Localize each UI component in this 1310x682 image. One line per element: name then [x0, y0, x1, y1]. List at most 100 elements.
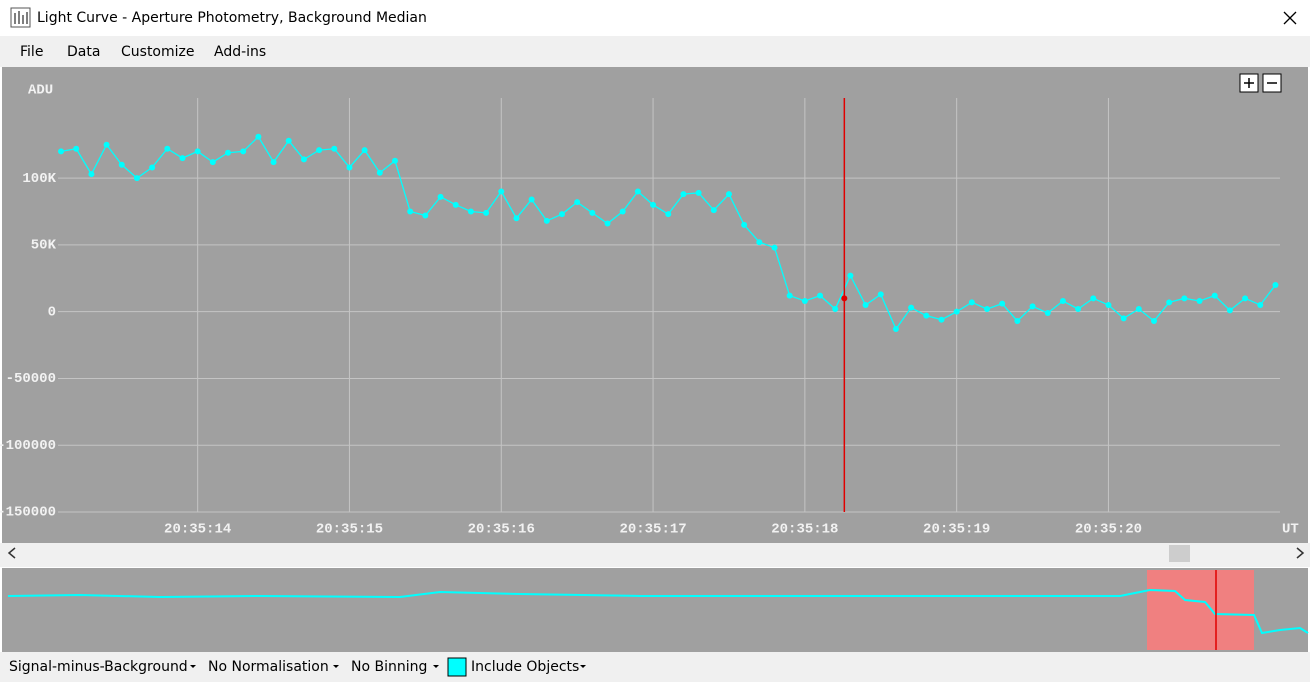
data-point — [862, 302, 869, 308]
overview-selection[interactable] — [1147, 570, 1254, 650]
data-point — [1014, 318, 1021, 325]
y-tick-label: -100000 — [0, 438, 56, 454]
data-point — [1090, 295, 1097, 302]
data-point — [376, 169, 383, 176]
scroll-right[interactable] — [1296, 547, 1305, 559]
data-point — [877, 291, 884, 298]
data-point — [467, 208, 474, 215]
data-point — [316, 147, 323, 154]
menu-item[interactable]: Customize — [121, 44, 195, 60]
data-point — [832, 306, 839, 313]
data-point — [1059, 297, 1066, 304]
data-point — [528, 196, 535, 203]
close-button[interactable] — [1283, 11, 1297, 25]
menu-item[interactable]: File — [20, 44, 43, 60]
data-point — [179, 155, 186, 162]
y-axis-label: ADU — [28, 83, 53, 99]
scroll-left[interactable] — [7, 547, 16, 559]
data-point — [1257, 302, 1264, 308]
x-tick-label: 20:35:16 — [468, 522, 535, 538]
data-point — [118, 161, 125, 168]
data-point — [1105, 302, 1112, 308]
chart-area — [2, 67, 1308, 543]
overview-area — [2, 568, 1308, 652]
y-tick-label: 100K — [22, 171, 56, 187]
window-title: Light Curve - Aperture Photometry, Backg… — [37, 10, 427, 26]
y-tick-label: 50K — [31, 238, 57, 254]
data-point — [847, 272, 854, 279]
data-point — [543, 217, 550, 224]
x-tick-label: 20:35:20 — [1075, 522, 1142, 538]
data-point — [786, 292, 793, 299]
data-point — [558, 211, 565, 218]
signal-dropdown[interactable]: Signal-minus-Background — [9, 659, 188, 675]
objects-color-swatch[interactable] — [447, 657, 467, 677]
zoom-in-icon — [1244, 78, 1254, 88]
menu-item[interactable]: Data — [67, 44, 100, 60]
objects-dropdown[interactable]: Include Objects — [471, 659, 579, 675]
dropdown-arrow — [190, 665, 196, 668]
x-tick-label: 20:35:15 — [316, 522, 383, 538]
data-point — [1181, 295, 1188, 302]
data-point — [619, 208, 626, 215]
data-point — [938, 316, 945, 323]
data-point — [164, 145, 171, 152]
data-point — [149, 164, 156, 171]
data-point — [452, 201, 459, 208]
data-point — [680, 191, 687, 198]
data-point — [710, 207, 717, 214]
data-point — [574, 199, 581, 206]
x-tick-label: 20:35:19 — [923, 522, 990, 538]
data-point — [1211, 292, 1218, 299]
data-point — [1120, 315, 1127, 322]
data-point — [1029, 303, 1036, 310]
data-point — [331, 145, 338, 152]
data-point — [361, 147, 368, 154]
data-point — [194, 148, 201, 155]
scroll-thumb[interactable] — [1169, 545, 1190, 562]
x-tick-label: 20:35:18 — [771, 522, 838, 538]
data-point — [437, 193, 444, 200]
data-point — [483, 209, 490, 216]
x-tick-label: 20:35:17 — [619, 522, 686, 538]
data-point — [604, 220, 611, 227]
menu-item[interactable]: Add-ins — [214, 44, 266, 60]
data-point — [1226, 307, 1233, 314]
data-point — [209, 159, 216, 166]
y-tick-label: 0 — [48, 304, 56, 320]
data-point — [103, 141, 110, 148]
data-point — [300, 156, 307, 163]
data-point — [1196, 297, 1203, 304]
data-point — [908, 304, 915, 311]
data-point — [756, 239, 763, 246]
data-point — [923, 312, 930, 319]
data-point — [1135, 306, 1142, 313]
app-icon-glyph — [14, 11, 28, 24]
data-point — [133, 175, 140, 182]
data-point — [665, 211, 672, 218]
data-point — [270, 159, 277, 166]
title-bar — [0, 0, 1310, 36]
data-point — [255, 133, 262, 140]
normalisation-dropdown[interactable]: No Normalisation — [208, 659, 329, 675]
data-point — [650, 201, 657, 208]
data-point — [498, 188, 505, 195]
data-point — [1272, 281, 1279, 288]
binning-dropdown[interactable]: No Binning — [351, 659, 427, 675]
data-point — [1166, 299, 1173, 306]
scrollbar[interactable] — [0, 543, 1310, 567]
data-point — [1242, 295, 1249, 302]
data-point — [801, 297, 808, 304]
data-point — [88, 171, 95, 178]
data-point — [422, 212, 429, 219]
data-point — [391, 157, 398, 164]
x-axis-label: UT — [1282, 522, 1299, 538]
plot: ADU UT -150000 -100000 -50000 0 50K 100K 20:35:1… — [0, 83, 1299, 538]
data-point — [58, 148, 65, 155]
data-point — [240, 148, 247, 155]
menu-bar — [0, 36, 1310, 67]
y-tick-label: -50000 — [6, 371, 56, 387]
data-point — [725, 191, 732, 198]
dropdown-arrow — [333, 665, 339, 668]
